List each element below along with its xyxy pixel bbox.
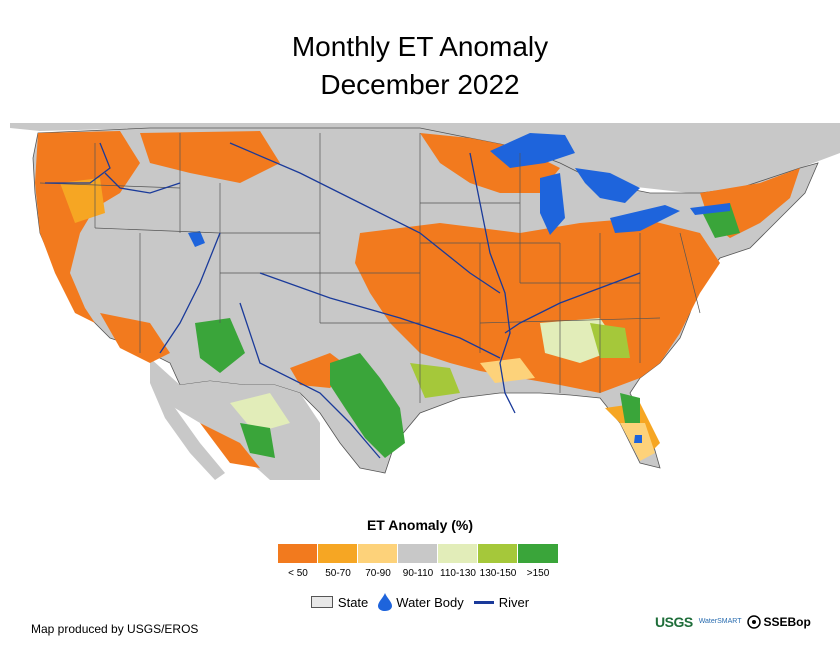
- legend-swatch-70-90: [358, 544, 398, 563]
- columbia-river: [45, 142, 111, 184]
- rivers: [45, 142, 641, 459]
- lake-okeechobee: [634, 435, 642, 443]
- ssebop-logo: SSEBop: [763, 615, 811, 629]
- arkansas-river: [259, 272, 501, 359]
- legend-swatch-50-70: [318, 544, 358, 563]
- legend-label: >150: [526, 568, 550, 579]
- map-title: Monthly ET Anomaly December 2022: [0, 28, 840, 104]
- water-body-icon: [378, 593, 393, 611]
- baja-peninsula: [150, 358, 225, 480]
- legend-label: < 50: [288, 568, 308, 579]
- rio-grande: [239, 302, 381, 459]
- colorado-river: [159, 232, 221, 354]
- great-salt-lake: [188, 231, 205, 247]
- logo-strip: USGS WaterSMART SSEBop: [655, 614, 811, 630]
- water-body-label: Water Body: [396, 594, 464, 610]
- snake-river: [104, 172, 181, 194]
- legend-swatch-130-150: [478, 544, 518, 563]
- canada-land: [10, 123, 840, 193]
- layer-legend: State Water Body River: [0, 593, 840, 611]
- ohio-river: [504, 272, 641, 334]
- title-line-1: Monthly ET Anomaly: [291, 31, 549, 62]
- usgs-logo: USGS: [655, 614, 693, 630]
- ssebop-logo-box: SSEBop: [747, 615, 811, 629]
- river-symbol: [473, 600, 494, 604]
- title-line-2: December 2022: [320, 69, 520, 100]
- legend-swatch-110-130: [438, 544, 478, 563]
- anomaly-gt150: [195, 203, 740, 458]
- legend-label: 110-130: [440, 568, 476, 579]
- state-symbol: [310, 596, 333, 608]
- legend-swatch-lt50: [278, 544, 318, 563]
- mexico-land: [150, 358, 320, 480]
- legend-label: 50-70: [325, 568, 351, 579]
- mississippi-river: [469, 152, 516, 414]
- great-lakes: [490, 133, 730, 235]
- legend-title: ET Anomaly (%): [366, 517, 474, 533]
- legend-label: 130-150: [479, 568, 517, 579]
- map-credit: Map produced by USGS/EROS: [31, 622, 199, 636]
- river-label: River: [498, 594, 530, 610]
- ssebop-icon: [747, 615, 762, 629]
- et-anomaly-map: [0, 123, 840, 480]
- missouri-river: [229, 142, 501, 294]
- legend-swatch-gt150: [518, 544, 558, 563]
- state-label: State: [337, 594, 369, 610]
- state-boundaries: [39, 133, 701, 403]
- legend-label: 70-90: [365, 568, 391, 579]
- legend-label: 90-110: [402, 568, 434, 579]
- legend-swatch-90-110: [398, 544, 438, 563]
- legend-color-bar: [278, 544, 558, 563]
- legend-labels: < 50 50-70 70-90 90-110 110-130 130-150 …: [278, 568, 558, 579]
- map-canvas: [0, 123, 840, 480]
- watersmart-logo: WaterSMART: [698, 618, 742, 625]
